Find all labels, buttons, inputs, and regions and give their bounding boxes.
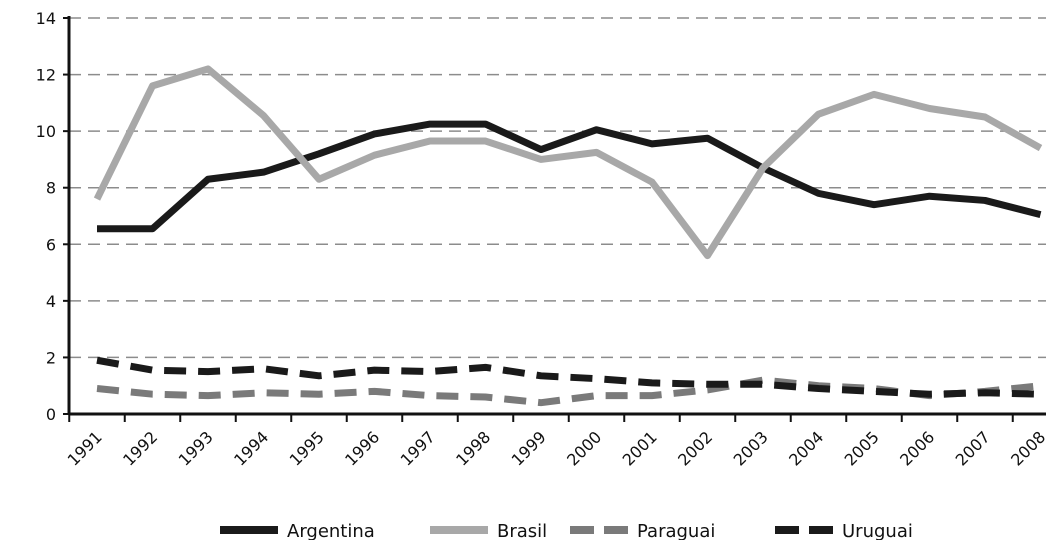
x-tick-label: 1994 [230,427,272,469]
x-tick-label: 2001 [619,427,661,469]
x-tick-label: 1999 [508,427,550,469]
y-tick-label: 4 [46,292,56,311]
legend-label-brasil: Brasil [497,521,547,540]
x-tick-label: 2003 [730,427,772,469]
x-tick-label: 1998 [452,427,494,469]
x-tick-label: 1992 [119,427,161,469]
legend-label-uruguai: Uruguai [842,521,913,540]
legend-label-paraguai: Paraguai [637,521,715,540]
x-tick-label: 2005 [841,427,883,469]
series-line-argentina [97,120,1042,233]
x-tick-label: 2006 [896,427,938,469]
x-tick-label: 1996 [341,427,383,469]
series-line-uruguai [96,356,1041,398]
x-tick-label: 2008 [1007,427,1049,469]
y-tick-label: 2 [46,348,56,367]
x-tick-label: 2007 [952,427,994,469]
x-tick-label: 1991 [64,427,106,469]
x-axis-ticks: 1991 1992 1993 1994 1995 1996 1997 1998 1999 2000… [64,414,1049,470]
y-tick-label: 6 [46,235,56,254]
y-tick-label: 14 [36,9,56,28]
gridlines [69,17,1046,359]
legend: Argentina Brasil Paraguai Uruguai [220,521,913,540]
x-tick-label: 2000 [563,427,605,469]
y-axis-ticks: 0 2 4 6 8 10 12 14 [36,9,69,424]
x-tick-label: 1995 [286,427,328,469]
series-lines [93,65,1043,407]
y-tick-label: 12 [36,66,56,85]
axes [67,16,1046,416]
x-tick-label: 2004 [785,427,827,469]
x-tick-label: 1993 [175,427,217,469]
y-tick-label: 10 [36,122,56,141]
series-line-paraguai [96,376,1041,407]
x-tick-label: 1997 [397,427,439,469]
y-tick-label: 0 [46,405,56,424]
series-line-brasil [93,65,1043,260]
legend-label-argentina: Argentina [287,521,375,540]
y-tick-label: 8 [46,179,56,198]
x-tick-label: 2002 [674,427,716,469]
